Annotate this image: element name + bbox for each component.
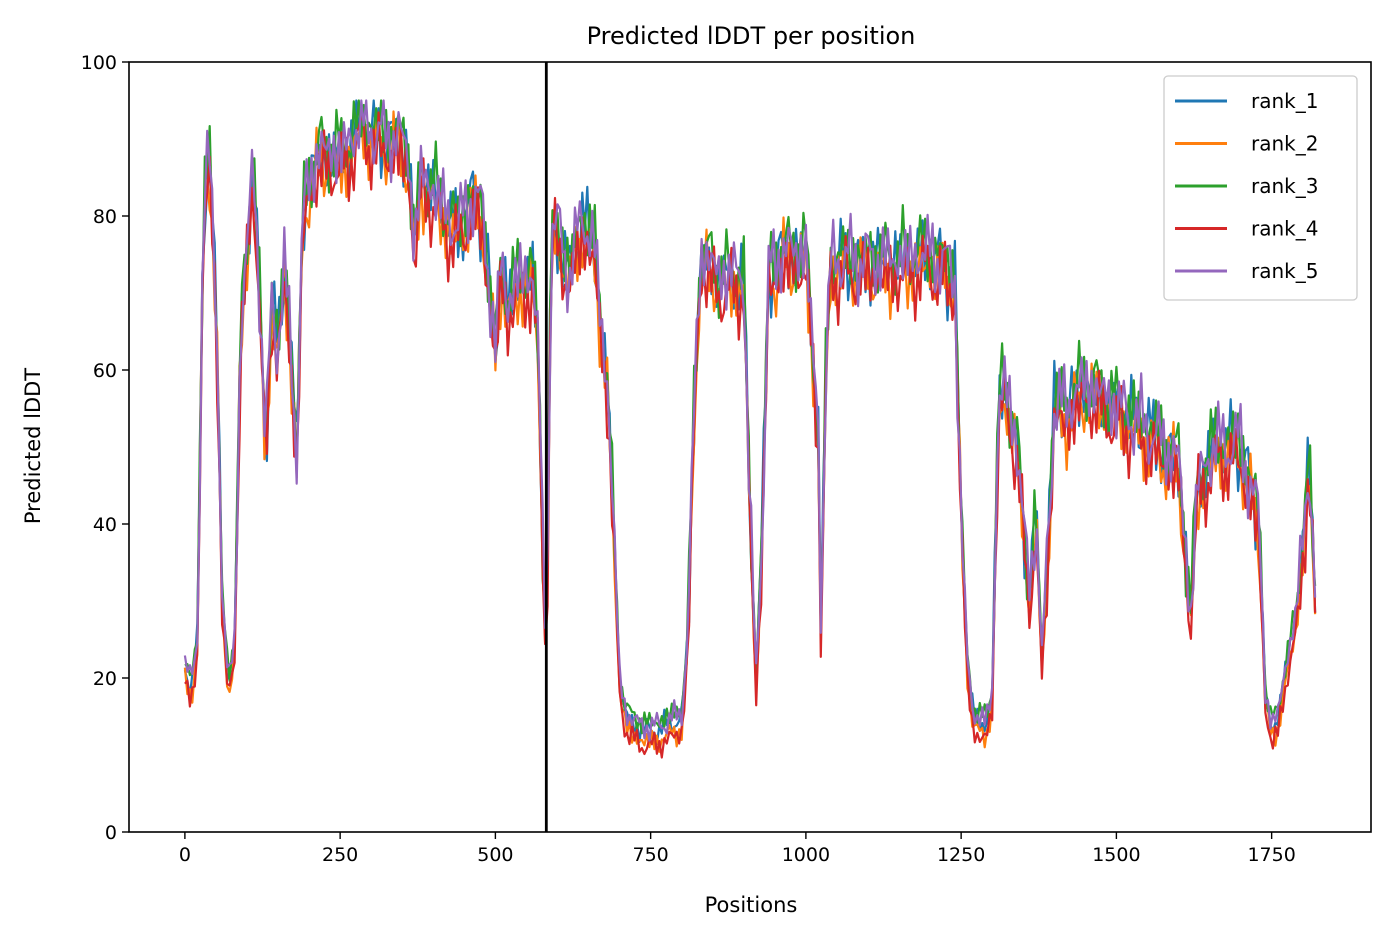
y-axis: 0 20 40 60 80 100: [81, 52, 129, 844]
x-tick-label: 1750: [1247, 844, 1295, 866]
x-axis-label: Positions: [705, 893, 798, 917]
plot-area: [128, 61, 1372, 833]
chart-title: Predicted lDDT per position: [587, 22, 916, 50]
legend-label-rank_2: rank_2: [1251, 132, 1318, 156]
legend-label-rank_5: rank_5: [1251, 259, 1318, 283]
series-line-rank_5: [183, 99, 1317, 742]
y-tick-label: 60: [93, 360, 117, 382]
x-tick-label: 250: [322, 844, 358, 866]
x-tick-label: 1000: [782, 844, 830, 866]
x-axis: 0 250 500 750 1000 1250 1500 1750: [179, 832, 1296, 866]
y-tick-label: 40: [93, 514, 117, 536]
axes-frame: [128, 61, 1372, 833]
y-axis-label: Predicted lDDT: [21, 368, 45, 524]
legend-label-rank_1: rank_1: [1251, 89, 1318, 113]
legend-items: rank_1 rank_2 rank_3 rank_4 rank_5: [1175, 89, 1318, 283]
x-tick-label: 750: [633, 844, 669, 866]
x-tick-label: 1250: [937, 844, 985, 866]
x-tick-label: 0: [179, 844, 191, 866]
legend: rank_1 rank_2 rank_3 rank_4 rank_5: [1163, 75, 1358, 301]
x-tick-label: 500: [477, 844, 513, 866]
legend-label-rank_3: rank_3: [1251, 174, 1318, 198]
series-line-rank_4: [184, 111, 1317, 759]
x-tick-label: 1500: [1092, 844, 1140, 866]
y-tick-label: 20: [93, 668, 117, 690]
series-layer: [183, 99, 1317, 759]
legend-label-rank_4: rank_4: [1251, 217, 1318, 241]
y-tick-label: 100: [81, 52, 117, 74]
y-tick-label: 0: [105, 822, 117, 844]
legend-box: [1163, 75, 1358, 301]
y-tick-label: 80: [93, 206, 117, 228]
